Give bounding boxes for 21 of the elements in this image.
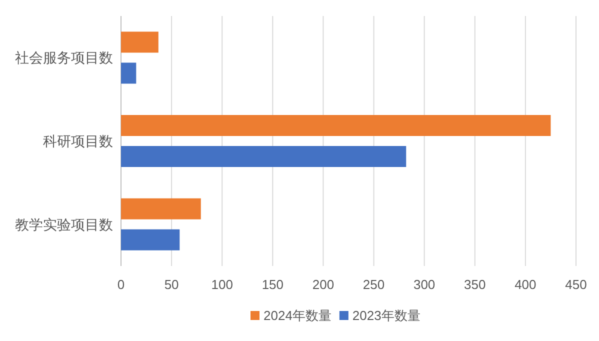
y-tick-label: 社会服务项目数 [15, 50, 113, 66]
bar [121, 198, 201, 220]
bar [121, 229, 180, 250]
y-tick-label: 科研项目数 [43, 133, 113, 149]
bar [121, 62, 136, 84]
x-tick-label: 250 [362, 277, 385, 292]
x-tick-label: 0 [117, 277, 125, 292]
bar [121, 146, 406, 167]
x-tick-label: 350 [464, 277, 486, 292]
x-tick-label: 50 [164, 277, 179, 292]
legend-label: 2023年数量 [352, 308, 420, 323]
x-tick-label: 450 [565, 277, 587, 292]
y-tick-label: 教学实验项目数 [15, 216, 113, 232]
legend-label: 2024年数量 [264, 308, 332, 323]
x-tick-label: 300 [413, 277, 436, 292]
x-tick-label: 400 [514, 277, 536, 292]
x-tick-label: 150 [262, 277, 284, 292]
bar [121, 32, 158, 53]
x-tick-label: 200 [312, 277, 334, 292]
bar [121, 115, 551, 136]
x-tick-label: 100 [211, 277, 233, 292]
